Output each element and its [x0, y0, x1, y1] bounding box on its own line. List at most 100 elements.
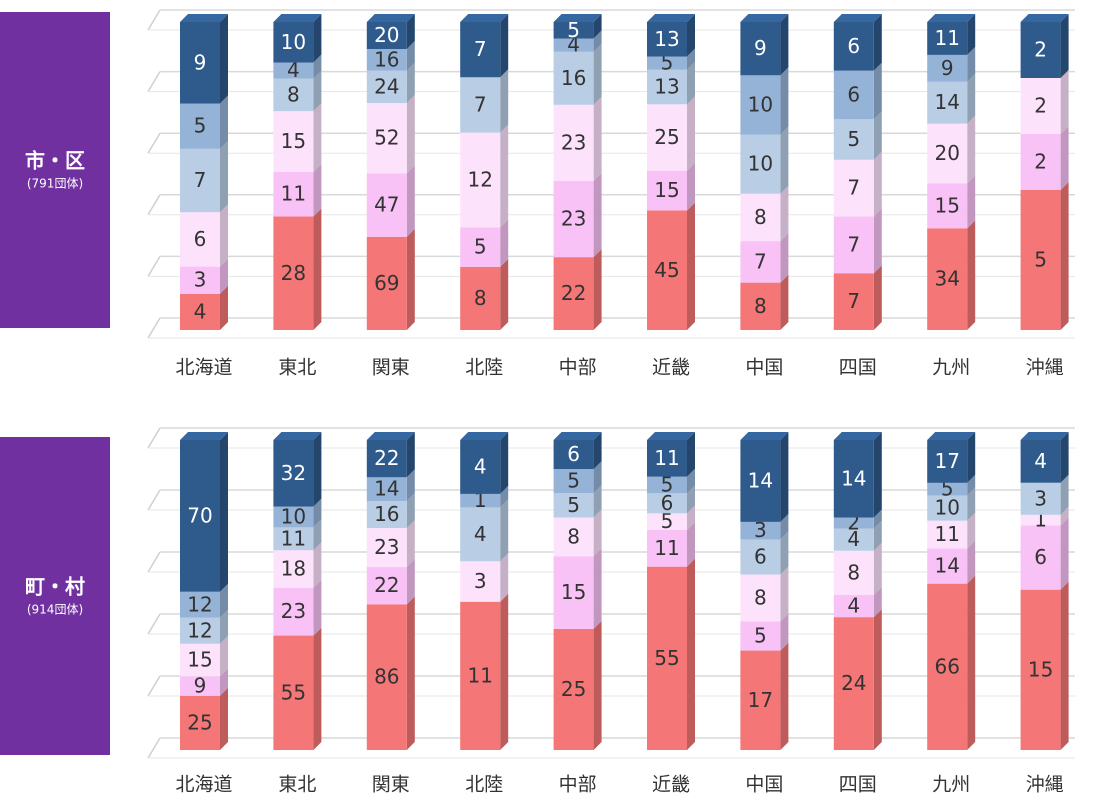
bar-side [1060, 506, 1069, 526]
bar-side [780, 67, 789, 135]
data-label: 20 [374, 23, 399, 47]
bar-segment [1020, 134, 1061, 190]
grid-line [147, 613, 161, 635]
bar-side [313, 519, 322, 551]
bar-segment [553, 469, 594, 494]
bar-side [313, 54, 322, 79]
data-label: 9 [194, 50, 207, 74]
panel-subtitle: (914団体) [27, 603, 83, 617]
data-label: 4 [847, 527, 860, 551]
bar-segment [273, 216, 314, 330]
panel-label-box [0, 12, 110, 328]
data-label: 9 [941, 56, 954, 80]
bar-segment [647, 513, 687, 530]
bar-side [500, 499, 509, 562]
bar-side [220, 687, 228, 750]
bar-segment [647, 56, 687, 70]
bar-side [500, 258, 509, 330]
bar-segment [740, 134, 781, 194]
bar-side [873, 587, 882, 618]
data-label: 28 [281, 261, 306, 285]
bar-side [406, 492, 415, 529]
bar-side [967, 46, 976, 82]
grid-line [147, 256, 161, 277]
bar-side [967, 175, 976, 229]
data-label: 7 [474, 92, 487, 116]
data-label: 7 [474, 37, 487, 61]
bar-segment [833, 528, 874, 551]
bar-top [366, 432, 415, 440]
bar-top [460, 14, 509, 22]
bar-segment [740, 282, 781, 330]
data-label: 13 [654, 75, 679, 99]
data-label: 23 [374, 535, 399, 559]
bar-side [780, 274, 789, 330]
data-label: 12 [187, 592, 212, 616]
data-label: 6 [1034, 545, 1047, 569]
bar-segment [927, 183, 968, 229]
bar-segment [647, 566, 687, 750]
data-label: 10 [281, 30, 306, 54]
bar-segment [927, 495, 968, 521]
bar-segment [553, 493, 594, 518]
bar-top [833, 432, 882, 440]
bar-segment [366, 440, 407, 478]
x-tick-label: 九州 [932, 357, 970, 379]
bar-segment [927, 81, 968, 124]
bar-segment [180, 617, 220, 644]
bar-side [780, 513, 789, 540]
bar-segment [366, 477, 407, 501]
bar-segment [927, 54, 968, 82]
bar-segment [833, 550, 874, 595]
data-label: 24 [841, 671, 866, 695]
data-label: 20 [934, 141, 959, 165]
data-label: 17 [934, 449, 959, 473]
bar-side [687, 48, 695, 70]
bar-segment [180, 591, 220, 618]
bar-side [313, 14, 322, 63]
bar-side [967, 487, 976, 521]
bar-segment [833, 159, 874, 217]
bar-side [220, 95, 228, 149]
bar-side [967, 474, 976, 496]
bar-segment [180, 440, 220, 592]
bar-side [500, 219, 509, 267]
data-label: 5 [474, 235, 487, 259]
bar-side [780, 531, 789, 575]
bar-top [740, 432, 789, 440]
data-label: 4 [847, 594, 860, 618]
data-label: 5 [661, 473, 674, 497]
bar-segment [927, 482, 968, 496]
bar-segment [553, 22, 594, 39]
bar-side [500, 485, 509, 508]
bar-segment [273, 506, 314, 528]
bar-segment [273, 22, 314, 63]
data-label: 8 [474, 286, 487, 310]
data-label: 7 [847, 232, 860, 256]
bar-top [180, 432, 228, 440]
bar-top [927, 14, 976, 22]
bar-segment [366, 22, 407, 50]
data-label: 11 [281, 182, 306, 206]
data-label: 55 [281, 680, 306, 704]
bar-side [220, 583, 228, 618]
data-label: 5 [567, 18, 580, 42]
data-label: 69 [374, 271, 399, 295]
bar-top [273, 432, 322, 440]
bar-side [500, 124, 509, 228]
grid-line [147, 132, 161, 154]
data-label: 22 [374, 446, 399, 470]
bar-segment [1020, 78, 1061, 134]
bar-segment [927, 440, 968, 483]
bar-side [593, 509, 602, 557]
data-label: 11 [654, 446, 679, 470]
x-tick-label: 中部 [559, 774, 597, 796]
x-tick-label: 北陸 [465, 774, 503, 796]
bar-segment [647, 440, 687, 477]
bar-segment [833, 517, 874, 529]
data-label: 8 [754, 205, 767, 229]
bar-side [313, 432, 322, 507]
bar-segment [553, 51, 594, 105]
bar-side [313, 208, 322, 330]
bar-segment [647, 22, 687, 57]
